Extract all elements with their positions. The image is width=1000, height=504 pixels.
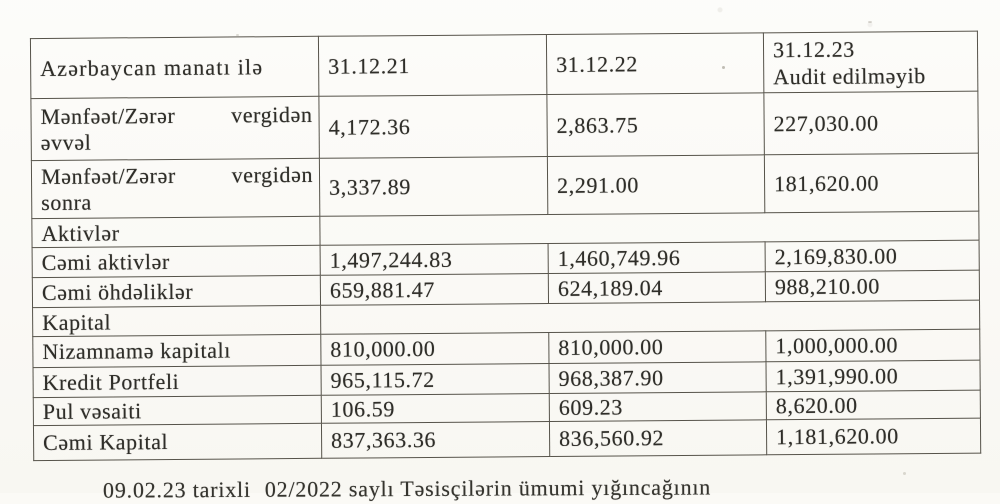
value-cell: 1,460,749.96	[548, 242, 765, 274]
financial-statement-table: Azərbaycan manatı ilə 31.12.21 31.12.22 …	[30, 31, 981, 461]
table-header-row: Azərbaycan manatı ilə 31.12.21 31.12.22 …	[30, 31, 977, 98]
value-cell: 1,391,990.00	[766, 360, 980, 392]
value-cell: 968,387.90	[549, 362, 766, 394]
value-cell: 836,560.92	[549, 420, 766, 457]
currency-note-cell: Azərbaycan manatı ilə	[30, 36, 318, 98]
row-label: Kredit Portfeli	[33, 365, 321, 397]
value-cell: 609.23	[549, 392, 766, 422]
value-cell: 810,000.00	[321, 333, 549, 366]
value-cell: 2,169,830.00	[765, 240, 979, 272]
row-label: Cəmi aktivlər	[32, 245, 320, 277]
row-label: Nizamnamə kapitalı	[33, 334, 321, 367]
table-row: Mənfəət/Zərər vergidən sonra 3,337.89 2,…	[31, 153, 978, 218]
date-2023-label: 31.12.23	[773, 34, 971, 63]
date-column-2022: 31.12.22	[546, 33, 763, 95]
footer-note-clipped: 09.02.23 tarixli 02/2022 saylı Təsisçilər…	[103, 474, 711, 503]
row-label: Mənfəət/Zərər vergidən əvvəl	[31, 96, 319, 160]
value-cell: 1,000,000.00	[766, 329, 980, 362]
section-label: Aktivlər	[32, 216, 320, 247]
footer-text-fragment: 02/2022 saylı Təsisçilərin ümumi yığınca…	[265, 474, 711, 501]
value-cell: 1,497,244.83	[320, 244, 548, 276]
value-cell: 837,363.36	[321, 422, 549, 459]
row-label: Mənfəət/Zərər vergidən sonra	[31, 158, 319, 218]
value-cell: 181,620.00	[764, 153, 978, 213]
table-row: Mənfəət/Zərər vergidən əvvəl 4,172.36 2,…	[31, 91, 978, 160]
value-cell: 810,000.00	[549, 331, 766, 364]
value-cell: 227,030.00	[764, 91, 978, 155]
row-label: Cəmi Kapital	[33, 423, 321, 460]
value-cell: 3,337.89	[319, 157, 547, 217]
value-cell: 988,210.00	[765, 270, 979, 302]
date-column-2023: 31.12.23 Audit edilməyib	[763, 31, 977, 93]
footer-date-fragment: 09.02.23 tarixli	[103, 477, 251, 503]
row-label: Cəmi öhdəliklər	[32, 275, 320, 307]
value-cell: 1,181,620.00	[766, 418, 980, 455]
value-cell: 624,189.04	[548, 272, 765, 304]
section-label: Kapital	[33, 305, 321, 336]
scan-speck	[868, 21, 872, 23]
unaudited-note: Audit edilməyib	[773, 61, 971, 90]
value-cell: 106.59	[321, 394, 549, 424]
value-cell: 965,115.72	[321, 364, 549, 396]
value-cell: 2,863.75	[547, 93, 764, 157]
value-cell: 4,172.36	[319, 95, 547, 159]
value-cell: 8,620.00	[766, 390, 980, 420]
value-cell: 659,881.47	[320, 274, 548, 306]
date-column-2021: 31.12.21	[318, 35, 546, 97]
table-row: Cəmi Kapital 837,363.36 836,560.92 1,181…	[33, 418, 980, 460]
row-label: Pul vəsaiti	[33, 395, 321, 425]
scan-speck	[903, 472, 906, 475]
scanned-table-wrapper: Azərbaycan manatı ilə 31.12.21 31.12.22 …	[30, 31, 981, 461]
value-cell: 2,291.00	[547, 155, 764, 215]
